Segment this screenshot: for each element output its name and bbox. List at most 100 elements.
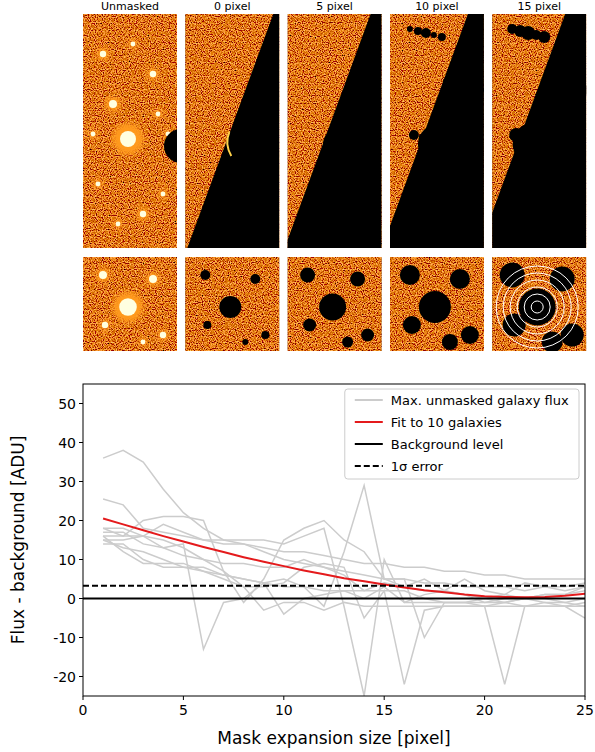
- image-top: [83, 14, 177, 248]
- y-tick-label: 40: [58, 435, 76, 451]
- x-tick-label: 5: [179, 702, 188, 718]
- source: [96, 182, 101, 187]
- mask-region: [288, 14, 382, 248]
- source-glow: [99, 319, 110, 330]
- panel-title: 5 pixel: [316, 0, 353, 13]
- mask-speckle: [533, 134, 547, 148]
- y-tick-label: 50: [58, 396, 76, 412]
- image-bg: [390, 257, 484, 351]
- y-tick: [79, 676, 83, 677]
- source-glow: [112, 123, 144, 155]
- source: [99, 271, 107, 279]
- image-bg: [185, 257, 279, 351]
- series-line: [103, 536, 585, 602]
- series-line: [83, 585, 585, 587]
- figure: Unmasked0 pixel5 pixel10 pixel15 pixel05…: [0, 0, 595, 752]
- y-tick-label: 10: [58, 552, 76, 568]
- x-tick: [183, 696, 184, 700]
- source-glow: [147, 68, 160, 81]
- mask-speckle: [438, 33, 446, 41]
- mask-blob: [361, 329, 374, 342]
- series-line: [83, 598, 585, 600]
- y-tick: [79, 442, 83, 443]
- source: [102, 322, 108, 328]
- mask-blob: [219, 296, 241, 318]
- panel-title: 15 pixel: [517, 0, 561, 13]
- image-noise: [83, 14, 177, 248]
- mask-speckle: [460, 83, 466, 89]
- mask-speckle: [574, 83, 586, 97]
- panel-title: Unmasked: [101, 0, 159, 13]
- source: [140, 211, 146, 217]
- source: [131, 42, 136, 47]
- mask-speckle: [419, 134, 425, 140]
- mask-speckle: [455, 186, 463, 194]
- legend-swatch: [355, 421, 383, 423]
- source: [156, 112, 161, 117]
- panel-title: 0 pixel: [214, 0, 251, 13]
- aperture-ring: [531, 301, 543, 313]
- plot-lines: [83, 450, 585, 696]
- mask-speckle: [472, 191, 478, 197]
- image-noise: [185, 14, 279, 248]
- mask-blob: [303, 319, 316, 332]
- source: [141, 340, 146, 345]
- mask-blob: [450, 269, 470, 289]
- source-glow: [146, 272, 160, 286]
- mask-edge: [227, 132, 231, 156]
- mask-blob: [400, 265, 420, 285]
- x-tick: [283, 696, 284, 700]
- y-tick: [79, 637, 83, 638]
- y-tick-label: -20: [53, 669, 76, 685]
- mask-blob: [242, 339, 248, 345]
- mask-speckle: [409, 130, 419, 140]
- mask-speckle: [572, 189, 582, 199]
- mask-blob: [200, 270, 210, 280]
- image-bg: [492, 257, 586, 351]
- x-tick: [585, 696, 586, 700]
- mask-blob: [228, 131, 254, 157]
- source-glow: [113, 219, 123, 229]
- mask-blob: [250, 274, 260, 284]
- series-line: [103, 524, 585, 696]
- legend: Max. unmasked galaxy fluxFit to 10 galax…: [345, 389, 579, 479]
- mask-speckle: [450, 79, 460, 89]
- x-tick-label: 15: [375, 702, 393, 718]
- source-glow: [157, 329, 168, 340]
- y-axis-title: Flux - background [ADU]: [8, 436, 28, 645]
- image-noise: [185, 257, 279, 351]
- y-tick-label: -10: [53, 630, 76, 646]
- mask-blob: [403, 316, 421, 334]
- mask-speckle: [421, 28, 431, 38]
- image-bg: [185, 14, 279, 248]
- mask-blob: [164, 129, 177, 163]
- y-tick-label: 20: [58, 513, 76, 529]
- image-top: [390, 14, 484, 248]
- source-glow: [128, 39, 138, 49]
- image-bg: [83, 14, 177, 248]
- y-tick: [79, 598, 83, 599]
- y-tick: [79, 559, 83, 560]
- source: [100, 51, 106, 57]
- source-glow: [88, 129, 98, 139]
- y-tick-label: 30: [58, 474, 76, 490]
- mask-blob: [418, 125, 456, 163]
- image-bottom: [390, 257, 484, 351]
- mask-region: [492, 14, 586, 248]
- mask-blob: [319, 294, 346, 321]
- y-tick: [79, 403, 83, 404]
- mask-blob: [350, 272, 365, 287]
- mask-region: [390, 14, 484, 248]
- mask-blob: [550, 267, 575, 292]
- source: [160, 332, 166, 338]
- plot-frame: [83, 384, 585, 696]
- mask-speckle: [426, 135, 434, 143]
- x-axis-title: Mask expansion size [pixel]: [217, 728, 450, 748]
- image-top: [288, 14, 382, 248]
- legend-swatch: [355, 399, 383, 401]
- image-noise: [288, 257, 382, 351]
- source-glow: [97, 48, 110, 61]
- source: [150, 71, 156, 77]
- source: [109, 100, 117, 108]
- source: [116, 222, 121, 227]
